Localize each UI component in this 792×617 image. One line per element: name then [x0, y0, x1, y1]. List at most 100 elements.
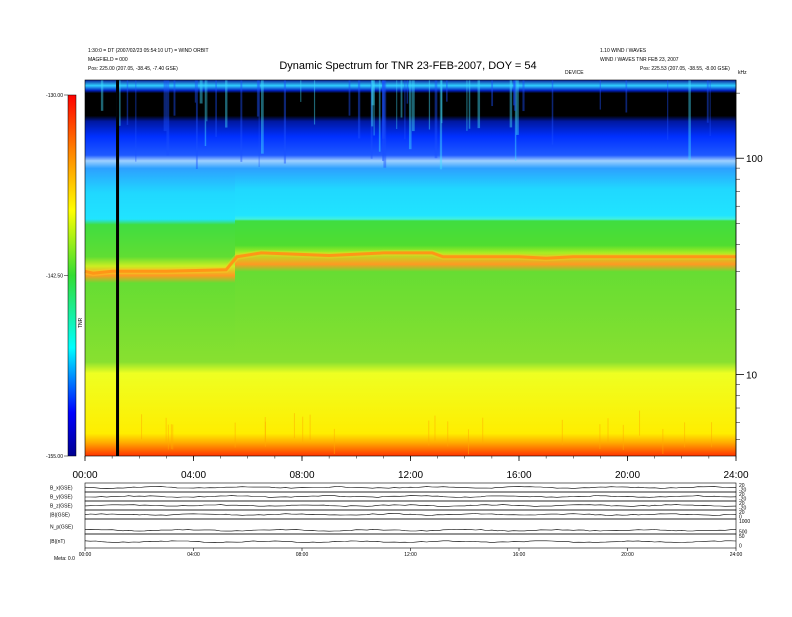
y-tick-label: 10: [746, 371, 758, 382]
spectrogram-streak: [599, 80, 601, 110]
spectrogram-streak: [491, 80, 494, 107]
spectrogram-streak: [234, 422, 236, 448]
x-tick-label: 12:00: [398, 470, 423, 481]
spectrogram-streak: [215, 80, 217, 137]
spectrogram-streak: [447, 421, 449, 447]
bottom-panel-tick: 1000: [739, 519, 750, 525]
spectrogram-streak: [408, 80, 412, 150]
spectrogram-band-right: [235, 80, 736, 456]
bottom-x-tick-label: 20:00: [621, 552, 634, 558]
spectrogram: [84, 80, 736, 456]
spectrogram-streak: [599, 424, 601, 450]
cutoff-line-shadow: [84, 249, 736, 277]
bottom-panel-tick: -20: [739, 506, 746, 512]
spectrogram-streak: [256, 80, 260, 117]
spectrogram-streak: [302, 416, 304, 442]
spectrogram-streak: [258, 80, 260, 167]
colorbar-tick-label: -155.00: [46, 454, 63, 460]
x-tick-label: 24:00: [723, 470, 748, 481]
bottom-x-tick-label: 00:00: [79, 552, 92, 558]
header-right-line1: 1.10 WIND / WAVES: [600, 48, 647, 54]
spectrogram-streak: [509, 80, 513, 128]
spectrogram-streak: [167, 424, 169, 450]
header-right-line2: WIND / WAVES TNR FEB 23, 2007: [600, 57, 679, 63]
spectrogram-streak: [482, 417, 484, 443]
bottom-panel-frame: [84, 518, 737, 535]
spectrogram-streak: [333, 428, 335, 454]
spectrogram-streak: [371, 80, 375, 106]
y-axis: 100 10: [735, 80, 763, 456]
spectrogram-streak: [706, 80, 709, 123]
bottom-panel-trace: [84, 540, 737, 544]
x-tick-label: 16:00: [506, 470, 531, 481]
spectrogram-streak: [126, 80, 129, 125]
data-gap-line: [116, 80, 120, 456]
cutoff-line: [84, 251, 736, 275]
spectrogram-streak: [206, 80, 208, 122]
bottom-panel-trace: [84, 528, 737, 532]
spectrogram-streak: [172, 424, 174, 450]
colorbar-tick-label: -142.50: [46, 274, 63, 280]
spectrogram-streak: [313, 80, 316, 125]
spectrogram-streak: [688, 80, 691, 161]
spectrogram-streak: [293, 413, 295, 439]
bottom-panel-tick: -20: [739, 488, 746, 494]
bottom-x-tick-label: 16:00: [513, 552, 526, 558]
bottom-panel-tick: 0: [739, 515, 742, 521]
bottom-panel-trace: [84, 504, 737, 507]
spectrogram-streak: [466, 80, 468, 131]
spectrogram-streak: [561, 419, 563, 445]
bottom-panel-label: B_y(GSE): [50, 495, 73, 501]
spectrogram-streak: [514, 80, 517, 161]
spectrogram-streak: [477, 80, 481, 129]
bottom-x-tick-label: 04:00: [187, 552, 200, 558]
bottom-panel-tick: 0: [739, 544, 742, 550]
x-axis: 00:00 04:00 08:00 12:00 16:00 20:00 24:00: [72, 456, 749, 481]
spectrogram-streak: [434, 80, 438, 159]
bottom-panel-tick: 500: [739, 530, 748, 536]
bottom-panel-tick: -20: [739, 497, 746, 503]
spectrogram-streak: [662, 428, 664, 454]
x-tick-label: 20:00: [615, 470, 640, 481]
spectrogram-streak: [100, 80, 104, 111]
spectrogram-streak: [406, 80, 409, 104]
bottom-panel-tick: 20: [739, 501, 745, 507]
bottom-panel-label: N_p(GSE): [50, 525, 73, 531]
spectrogram-streak: [199, 80, 203, 104]
colorbar-label: TNR: [78, 317, 84, 328]
spectrogram-streak: [684, 422, 686, 448]
spectrogram-streak: [194, 80, 196, 103]
spectrogram-streak: [309, 414, 311, 440]
spectrogram-streak: [166, 80, 170, 156]
spectrogram-streak: [607, 418, 609, 444]
spectrogram-streak: [382, 80, 385, 139]
spectrogram-streak: [428, 80, 431, 130]
y-tick-label: 100: [746, 154, 763, 165]
bottom-x-tick-label: 24:00: [730, 552, 743, 558]
spectrogram-streak: [300, 80, 302, 102]
header-center-small: DEVICE: [565, 70, 584, 76]
spectrogram-streak: [170, 424, 172, 450]
spectrogram-streak: [622, 424, 624, 450]
spectrogram-streak: [667, 80, 669, 140]
spectrogram-streak: [396, 80, 398, 130]
bottom-x-tick-label: 08:00: [296, 552, 309, 558]
spectrogram-streak: [370, 80, 373, 159]
spectrogram-streak: [446, 80, 448, 102]
spectrogram-streak: [400, 80, 403, 118]
spectrogram-streak: [240, 80, 243, 162]
bottom-panel-label: |B|(GSE): [50, 513, 70, 519]
bottom-x-axis: 00:00 04:00 08:00 12:00 16:00 20:00 24:00: [79, 548, 743, 558]
spectrogram-streak: [515, 80, 519, 135]
bottom-panel-tick: 20: [739, 483, 745, 489]
spectrogram-streak: [373, 80, 375, 136]
spectrogram-streak: [283, 80, 287, 164]
spectrogram-streak: [378, 80, 381, 152]
bottom-axis-label: Meta: 0.0: [54, 556, 75, 562]
colorbar: [67, 94, 77, 457]
colorbar-ticks: -130.00 -142.50 -155.00: [46, 93, 68, 460]
bottom-panel-label: B_x(GSE): [50, 486, 73, 492]
spectrogram-streak: [348, 80, 351, 116]
spectrogram-streak: [551, 80, 554, 145]
